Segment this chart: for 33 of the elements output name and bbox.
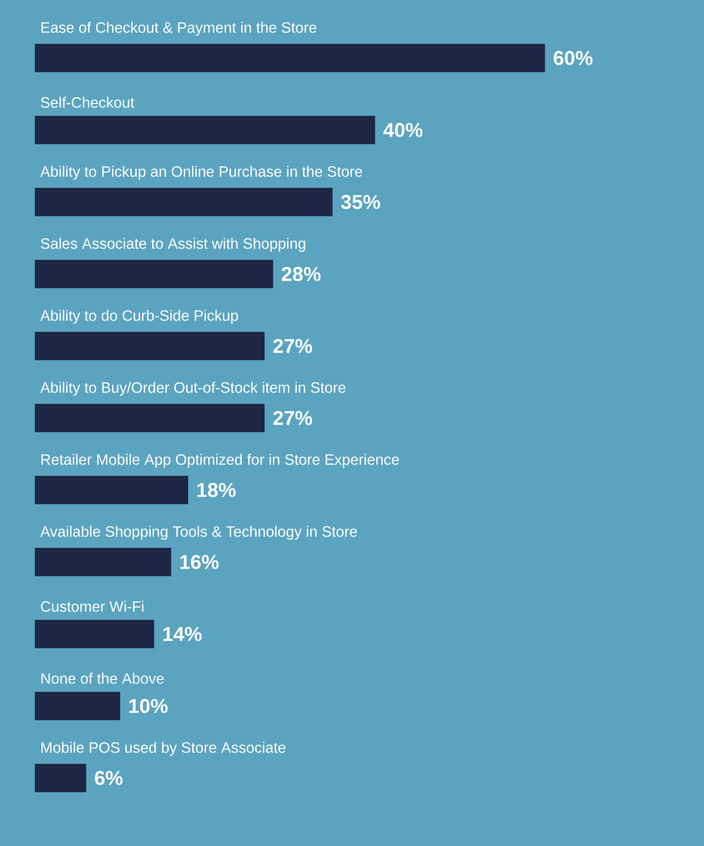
bar (34, 44, 546, 72)
bar (34, 116, 376, 144)
y-tick-label: Ability to do Curb-Side Pickup (40, 310, 238, 324)
data-label: 60% (554, 50, 592, 66)
data-label: 18% (197, 482, 236, 498)
bar (34, 692, 120, 720)
data-label: 27% (273, 410, 312, 426)
data-label: 16% (180, 554, 219, 570)
bar (34, 404, 265, 432)
bar (34, 332, 265, 360)
data-label: 40% (383, 122, 423, 138)
y-tick-label: Ability to Buy/Order Out-of-Stock item in Store (40, 382, 346, 396)
y-tick-label: Retailer Mobile App Optimized for in Store Experience (41, 454, 399, 468)
data-label: 10% (129, 698, 168, 714)
bar (34, 764, 86, 792)
data-label: 14% (163, 626, 202, 642)
bar (34, 260, 274, 288)
y-tick-label: Customer Wi-Fi (40, 600, 144, 612)
y-tick-label: Ease of Checkout & Payment in the Store (41, 22, 316, 36)
y-tick-label: Available Shopping Tools & Technology in Store (40, 526, 357, 540)
y-tick-label: Ability to Pickup an Online Purchase in the Store (40, 166, 362, 180)
bar (34, 548, 172, 576)
y-tick-label: None of the Above (41, 672, 164, 684)
data-label: 35% (341, 194, 380, 210)
data-label: 28% (282, 266, 321, 282)
data-label: 6% (94, 770, 123, 786)
bar (34, 620, 154, 648)
data-label: 27% (273, 338, 312, 354)
y-tick-label: Self-Checkout (40, 96, 134, 108)
y-tick-label: Mobile POS used by Store Associate (41, 742, 286, 756)
bar (34, 188, 333, 216)
y-tick-label: Sales Associate to Assist with Shopping (40, 238, 306, 252)
bar (34, 476, 188, 504)
